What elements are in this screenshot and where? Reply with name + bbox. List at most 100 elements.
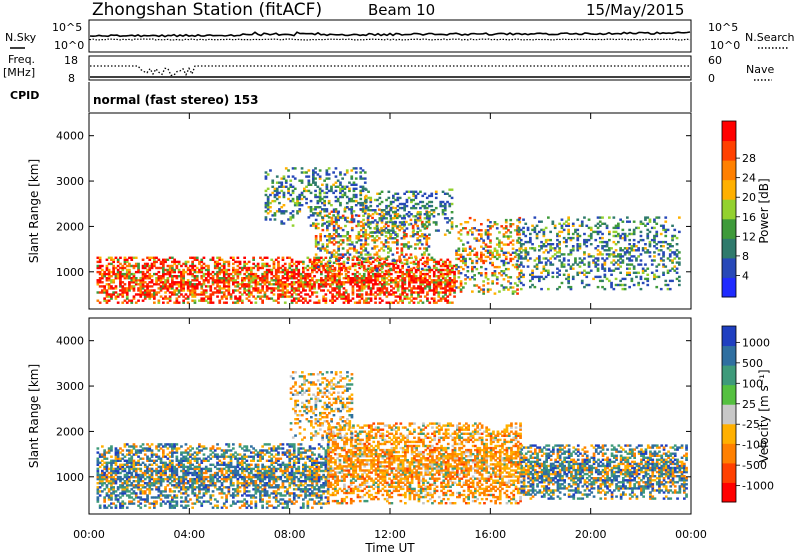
data-cell: [227, 260, 231, 264]
data-cell: [610, 283, 613, 287]
data-cell: [254, 264, 258, 268]
data-cell: [637, 240, 640, 244]
data-cell: [143, 285, 147, 288]
data-cell: [175, 500, 179, 503]
data-cell: [412, 190, 415, 193]
data-cell: [657, 249, 661, 252]
data-cell: [338, 285, 341, 288]
data-cell: [116, 451, 120, 454]
data-cell: [437, 279, 441, 282]
data-cell: [335, 257, 338, 260]
data-cell: [369, 279, 373, 282]
data-cell: [393, 224, 397, 228]
data-cell: [419, 289, 422, 292]
data-cell: [414, 258, 418, 261]
data-cell: [317, 268, 321, 272]
data-cell: [114, 477, 118, 481]
data-cell: [344, 275, 348, 278]
data-cell: [356, 281, 359, 284]
data-cell: [243, 277, 246, 280]
data-cell: [671, 251, 674, 254]
data-cell: [141, 490, 145, 493]
data-cell: [252, 266, 255, 270]
data-cell: [324, 262, 328, 266]
data-cell: [367, 281, 371, 284]
data-cell: [385, 198, 388, 202]
data-cell: [263, 281, 267, 284]
data-cell: [216, 266, 219, 270]
data-cell: [119, 486, 122, 489]
data-cell: [202, 283, 206, 286]
data-cell: [287, 218, 290, 221]
data-cell: [516, 267, 519, 271]
data-cell: [324, 285, 328, 288]
data-cell: [378, 202, 382, 206]
data-cell: [426, 262, 429, 266]
data-cell: [146, 465, 149, 469]
data-cell: [155, 502, 158, 505]
data-cell: [360, 295, 364, 298]
data-cell: [468, 278, 472, 281]
data-cell: [180, 488, 183, 491]
data-cell: [280, 212, 284, 215]
data-cell: [130, 482, 134, 485]
data-cell: [148, 291, 152, 294]
data-cell: [134, 467, 138, 471]
data-cell: [134, 451, 138, 454]
data-cell: [533, 226, 537, 230]
data-cell: [383, 213, 386, 216]
data-cell: [596, 259, 600, 262]
data-cell: [191, 266, 194, 270]
data-cell: [234, 289, 237, 292]
data-cell: [655, 247, 659, 250]
data-cell: [578, 234, 582, 238]
data-cell: [509, 231, 513, 234]
data-cell: [392, 262, 395, 266]
data-cell: [414, 297, 418, 300]
data-cell: [139, 506, 143, 509]
data-cell: [225, 272, 228, 276]
data-cell: [401, 217, 404, 220]
data-cell: [337, 224, 340, 228]
data-cell: [227, 277, 231, 280]
data-cell: [292, 289, 296, 292]
data-cell: [191, 490, 194, 493]
data-cell: [378, 196, 382, 200]
data-cell: [218, 268, 222, 272]
data-cell: [628, 253, 631, 256]
data-cell: [177, 285, 181, 288]
data-cell: [630, 279, 634, 283]
data-cell: [159, 266, 163, 270]
data-cell: [200, 275, 204, 278]
data-cell: [141, 264, 145, 268]
data-cell: [318, 189, 322, 193]
data-cell: [617, 222, 620, 225]
data-cell: [396, 235, 399, 238]
data-cell: [378, 192, 382, 195]
data-cell: [110, 293, 113, 296]
data-cell: [166, 264, 170, 268]
data-cell: [329, 264, 332, 268]
data-cell: [416, 233, 419, 236]
data-cell: [191, 486, 194, 489]
data-cell: [216, 281, 219, 284]
data-cell: [626, 263, 629, 266]
data-cell: [213, 266, 217, 270]
data-cell: [236, 301, 240, 304]
data-cell: [430, 279, 434, 282]
data-cell: [451, 287, 454, 290]
data-cell: [327, 173, 331, 176]
data-cell: [119, 484, 122, 487]
data-cell: [348, 220, 352, 224]
data-cell: [448, 291, 452, 294]
data-cell: [314, 208, 317, 211]
data-cell: [596, 269, 600, 272]
data-cell: [204, 277, 208, 280]
data-cell: [295, 281, 298, 284]
data-cell: [125, 480, 129, 483]
data-cell: [110, 258, 113, 261]
data-cell: [282, 191, 286, 195]
data-cell: [177, 490, 181, 493]
data-cell: [387, 262, 391, 266]
data-cell: [362, 272, 366, 276]
